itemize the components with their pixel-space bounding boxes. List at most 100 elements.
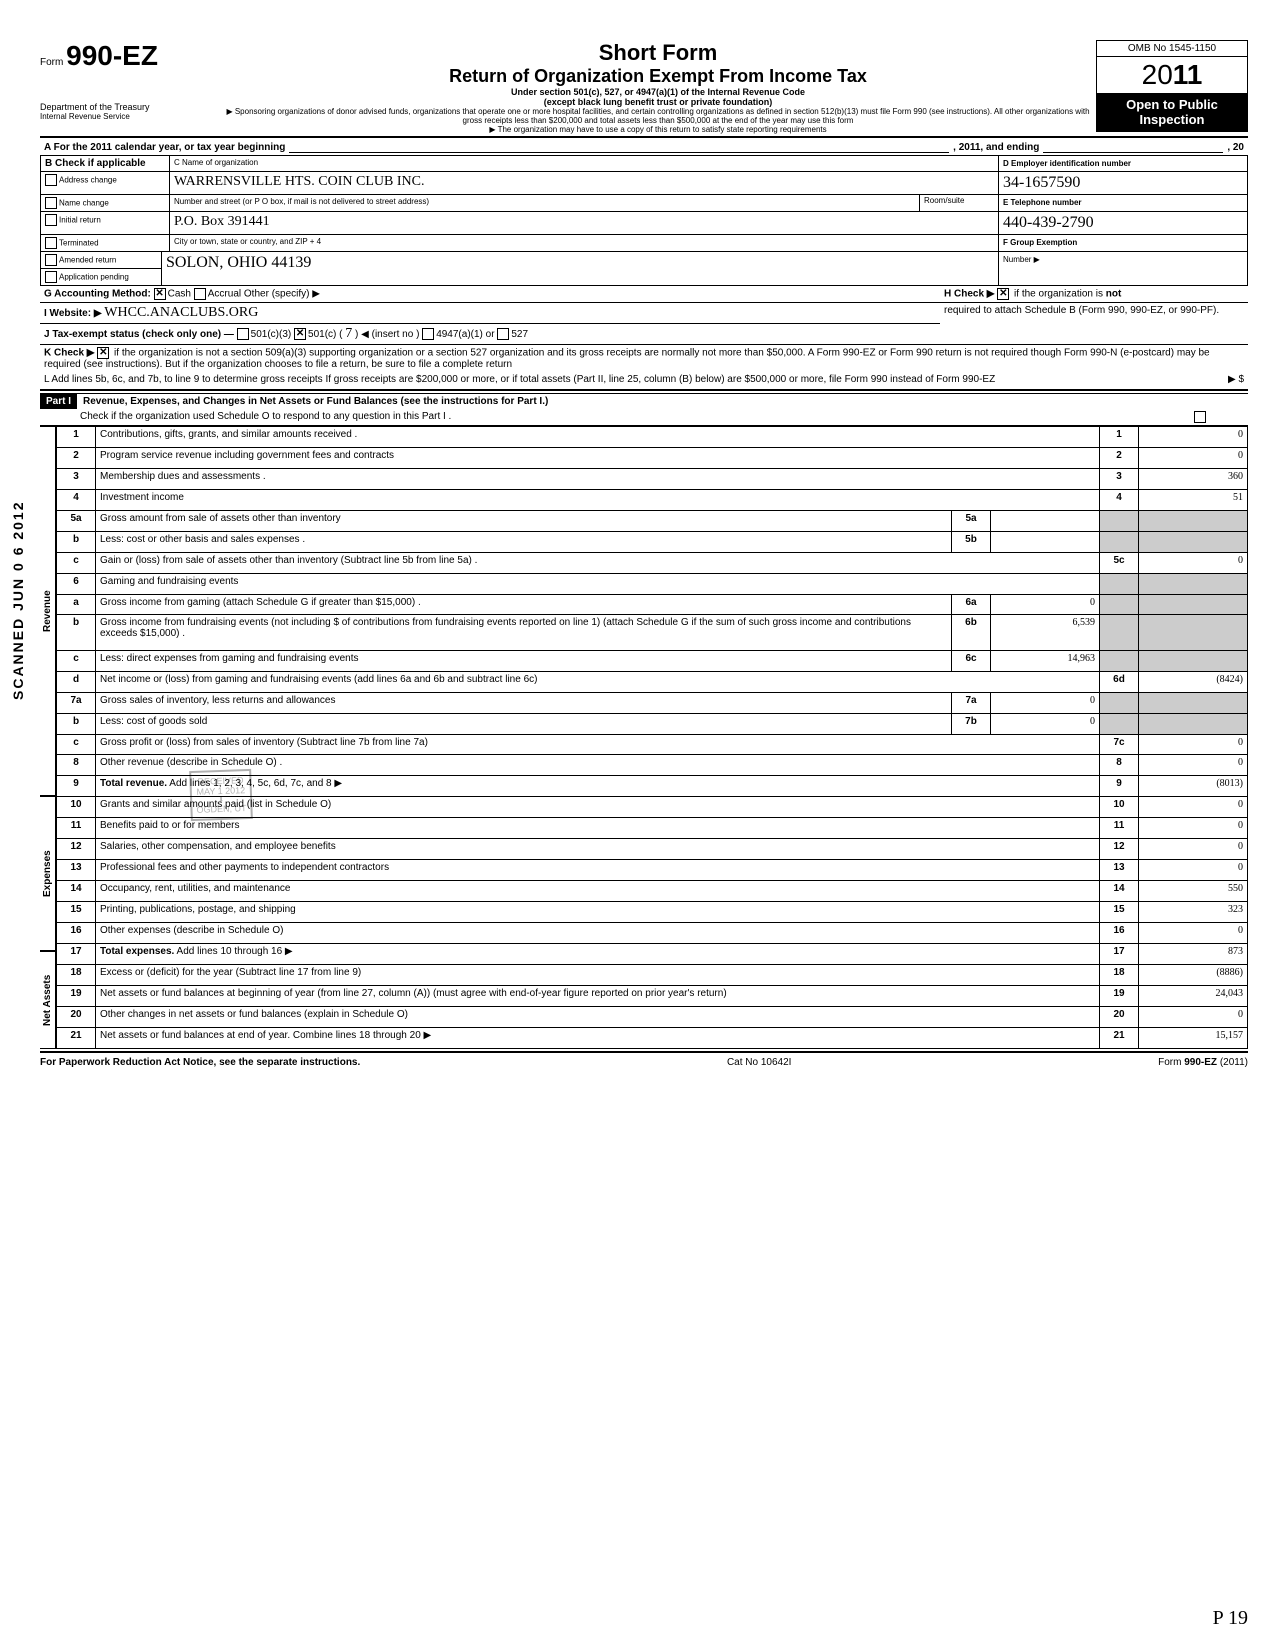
cash-checkbox[interactable] (154, 288, 166, 300)
box-val: 360 (1139, 468, 1248, 489)
k-checkbox[interactable] (97, 347, 109, 359)
accrual-checkbox[interactable] (194, 288, 206, 300)
address-change-label: Address change (59, 176, 117, 185)
e-label: E Telephone number (1003, 198, 1082, 207)
terminated-label: Terminated (59, 239, 99, 248)
line-number: 2 (57, 447, 96, 468)
line-l: L Add lines 5b, 6c, and 7b, to line 9 to… (40, 372, 1248, 387)
part1-header: Part I Revenue, Expenses, and Changes in… (40, 393, 1248, 409)
shaded-cell (1100, 531, 1139, 552)
revenue-label: Revenue (40, 426, 56, 796)
initial-return-label: Initial return (59, 216, 101, 225)
k-text: if the organization is not a section 509… (44, 348, 1210, 370)
shaded-cell (1139, 573, 1248, 594)
j-label: J Tax-exempt status (check only one) — (44, 329, 234, 340)
box-num: 16 (1100, 922, 1139, 943)
box-val: 0 (1139, 552, 1248, 573)
line-desc: Gross sales of inventory, less returns a… (96, 692, 952, 713)
inner-box-val: 0 (991, 713, 1100, 734)
amended-return-label: Amended return (59, 256, 116, 265)
subtitle-2: (except black lung benefit trust or priv… (220, 97, 1096, 107)
box-val: 0 (1139, 734, 1248, 755)
box-num: 15 (1100, 902, 1139, 923)
line-row: dNet income or (loss) from gaming and fu… (57, 671, 1248, 692)
4947-checkbox[interactable] (422, 328, 434, 340)
inner-box-val (991, 531, 1100, 552)
part1-check-text: Check if the organization used Schedule … (80, 411, 1194, 423)
line-desc: Other changes in net assets or fund bala… (96, 1006, 1100, 1027)
line-number: 20 (57, 1006, 96, 1027)
application-pending-label: Application pending (59, 273, 129, 282)
inner-box-val: 6,539 (991, 615, 1100, 650)
line-desc: Net assets or fund balances at beginning… (96, 985, 1100, 1006)
line-row: cGain or (loss) from sale of assets othe… (57, 552, 1248, 573)
box-num: 11 (1100, 818, 1139, 839)
line-number: 15 (57, 902, 96, 923)
org-address: P.O. Box 391441 (170, 212, 999, 234)
accrual-label: Accrual (208, 289, 241, 300)
f-label: F Group Exemption (1003, 238, 1077, 247)
line-row: 12Salaries, other compensation, and empl… (57, 839, 1248, 860)
application-pending-checkbox[interactable] (45, 271, 57, 283)
b-label: B Check if applicable (45, 158, 165, 169)
box-num: 21 (1100, 1027, 1139, 1048)
h-checkbox[interactable] (997, 288, 1009, 300)
line-row: 20Other changes in net assets or fund ba… (57, 1006, 1248, 1027)
shaded-cell (1100, 573, 1139, 594)
line-row: 13Professional fees and other payments t… (57, 860, 1248, 881)
footer-mid: Cat No 10642I (727, 1057, 792, 1068)
h-text-cont: required to attach Schedule B (Form 990,… (940, 303, 1248, 345)
box-num: 4 (1100, 489, 1139, 510)
name-change-label: Name change (59, 199, 109, 208)
initial-return-checkbox[interactable] (45, 214, 57, 226)
k-label: K Check ▶ (44, 348, 94, 359)
box-num: 19 (1100, 985, 1139, 1006)
line-number: b (57, 713, 96, 734)
shaded-cell (1139, 531, 1248, 552)
line-number: c (57, 552, 96, 573)
address-change-checkbox[interactable] (45, 174, 57, 186)
shaded-cell (1139, 510, 1248, 531)
line-row: 14Occupancy, rent, utilities, and mainte… (57, 881, 1248, 902)
box-num: 20 (1100, 1006, 1139, 1027)
527-checkbox[interactable] (497, 328, 509, 340)
short-form-title: Short Form (220, 40, 1096, 66)
501c3-checkbox[interactable] (237, 328, 249, 340)
box-num: 17 (1100, 943, 1139, 964)
line-number: 9 (57, 776, 96, 797)
footer: For Paperwork Reduction Act Notice, see … (40, 1057, 1248, 1068)
line-desc: Benefits paid to or for members (96, 818, 1100, 839)
amended-return-checkbox[interactable] (45, 254, 57, 266)
shaded-cell (1139, 692, 1248, 713)
line-desc: Net income or (loss) from gaming and fun… (96, 671, 1100, 692)
expenses-label: Expenses (40, 796, 56, 951)
box-num: 2 (1100, 447, 1139, 468)
shaded-cell (1100, 615, 1139, 650)
box-num: 5c (1100, 552, 1139, 573)
line-number: 1 (57, 427, 96, 448)
other-label: Other (specify) ▶ (244, 289, 320, 300)
line-desc: Professional fees and other payments to … (96, 860, 1100, 881)
line-row: 2Program service revenue including gover… (57, 447, 1248, 468)
line-desc: Salaries, other compensation, and employ… (96, 839, 1100, 860)
line-number: c (57, 650, 96, 671)
line-desc: Other expenses (describe in Schedule O) (96, 922, 1100, 943)
ein: 34-1657590 (999, 172, 1247, 194)
part1-label: Part I (40, 394, 77, 409)
line-number: 8 (57, 755, 96, 776)
terminated-checkbox[interactable] (45, 237, 57, 249)
box-num: 18 (1100, 964, 1139, 985)
line-desc: Printing, publications, postage, and shi… (96, 902, 1100, 923)
box-val: 323 (1139, 902, 1248, 923)
line-desc: Net assets or fund balances at end of ye… (96, 1027, 1100, 1048)
name-change-checkbox[interactable] (45, 197, 57, 209)
box-val: 15,157 (1139, 1027, 1248, 1048)
dept-irs: Internal Revenue Service (40, 112, 220, 121)
part1-title: Revenue, Expenses, and Changes in Net As… (77, 394, 554, 409)
line-row: 7aGross sales of inventory, less returns… (57, 692, 1248, 713)
501c-checkbox[interactable] (294, 328, 306, 340)
line-desc: Less: cost of goods sold (96, 713, 952, 734)
box-num: 1 (1100, 427, 1139, 448)
line-desc: Other revenue (describe in Schedule O) . (96, 755, 1100, 776)
part1-schedule-o-checkbox[interactable] (1194, 411, 1206, 423)
